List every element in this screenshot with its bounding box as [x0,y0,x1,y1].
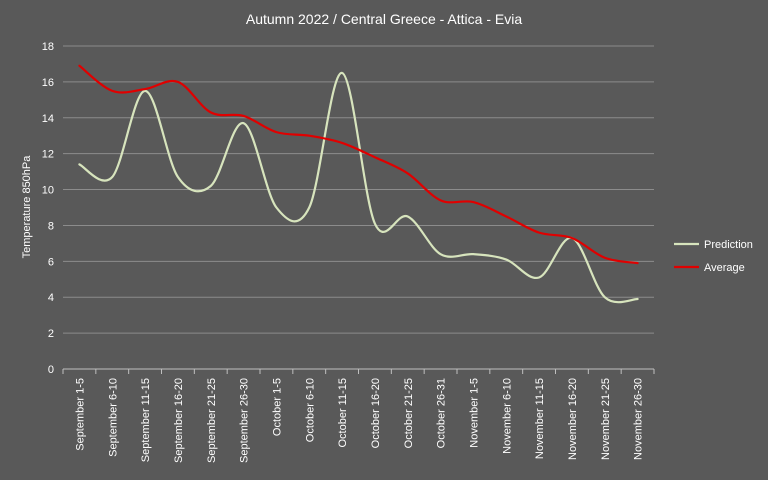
legend: Prediction Average [674,239,753,274]
x-tick-label: October 21-25 [403,378,415,448]
x-tick-label: October 16-20 [370,378,382,448]
x-tick-label: November 16-20 [567,378,579,460]
x-tick-label: September 11-15 [140,378,152,462]
y-tick-label: 4 [48,292,54,304]
series-layer [78,64,639,304]
x-tick-label: October 1-5 [271,378,283,436]
x-tick-label: November 6-10 [501,378,513,454]
x-tick-label: September 16-20 [173,378,185,463]
x-tick-label: September 21-25 [206,378,218,463]
y-tick-label: 12 [42,149,54,161]
y-tick-label: 16 [42,77,54,89]
y-tick-label: 10 [42,185,54,197]
y-tick-label: 2 [48,328,54,340]
x-tick-label: October 6-10 [304,378,316,442]
legend-label: Prediction [704,239,753,251]
y-tick-label: 18 [42,41,54,53]
series-line-prediction [78,71,639,304]
chart-title: Autumn 2022 / Central Greece - Attica - … [246,11,522,27]
x-tick-label: October 11-15 [337,378,349,448]
x-tick-label: September 6-10 [107,378,119,457]
x-axis-ticks: September 1-5 September 6-10 September 11-… [62,369,655,463]
y-tick-label: 14 [42,113,54,125]
legend-label: Average [704,262,745,274]
x-tick-label: September 1-5 [74,378,86,451]
grid [63,45,654,370]
series-line-average [78,64,639,265]
y-axis-ticks: 0 2 4 6 8 10 12 14 16 18 [42,41,54,376]
y-tick-label: 8 [48,220,54,232]
x-tick-label: November 26-30 [633,378,645,460]
y-tick-label: 0 [48,364,54,376]
y-axis-label: Temperature 850hPa [21,155,33,259]
x-tick-label: September 26-30 [239,378,251,463]
x-tick-label: November 11-15 [534,378,546,459]
y-tick-label: 6 [48,256,54,268]
x-tick-label: November 1-5 [468,378,480,448]
x-tick-label: November 21-25 [600,378,612,460]
x-tick-label: October 26-31 [436,378,448,448]
